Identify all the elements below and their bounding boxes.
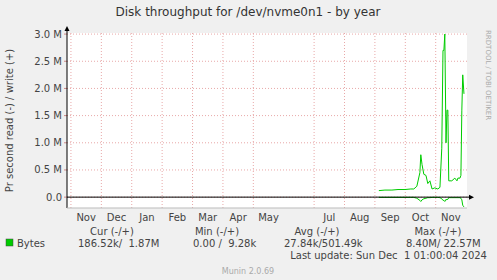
legend-header: Avg (-/+) [295,226,340,237]
plot-frame [67,208,467,209]
x-tick-label: Aug [350,212,370,223]
background [0,0,497,280]
grid-line [253,33,254,208]
last-update: Last update: Sun Dec 1 01:00:04 2024 [290,250,487,261]
legend-value: 186.52k/ 1.87M [78,238,159,249]
x-tick-label: Nov [76,212,96,223]
legend-header: Min (-/+) [195,226,239,237]
title: Disk throughput for /dev/nvme0n1 - by ye… [116,5,381,19]
grid-line [314,33,315,208]
grid-line [435,33,436,208]
grid-line [222,33,223,208]
watermark: RRDTOOL / TOBI OETIKER [484,30,492,120]
chart: Disk throughput for /dev/nvme0n1 - by ye… [0,0,497,280]
y-tick-label: 2.5 M [34,56,62,67]
y-axis [67,29,68,208]
x-tick-label: Apr [229,212,247,223]
grid-line [67,61,467,62]
grid-line [67,169,467,170]
grid-line [162,33,163,208]
legend-swatch [6,239,13,246]
x-tick-label: Sep [381,212,400,223]
series-line [379,197,464,207]
data-group [379,34,464,207]
x-tick-label: Feb [168,212,186,223]
y-tick-label: 0.5 M [34,164,62,175]
x-tick-label: Nov [441,212,461,223]
grid-line [344,33,345,208]
grid-line [70,33,71,208]
x-tick-label: Jul [322,212,335,223]
x-tick-label: Mar [198,212,218,223]
zero-axis [67,197,471,198]
legend-value: 0.00 / 9.28k [193,238,256,249]
y-tick-label: 3.0 M [34,29,62,40]
y-axis-label: Pr second read (-) / write (+) [4,49,15,192]
axis-arrow [65,26,70,31]
x-tick-label: Oct [412,212,429,223]
legend-header: Cur (-/+) [90,226,134,237]
y-tick-label: 2.0 M [34,83,62,94]
grid-line [192,33,193,208]
y-tick-label: 0.0 [46,192,62,203]
grid-line [131,33,132,208]
x-tick-label: Dec [107,212,126,223]
x-tick-label: May [258,212,279,223]
plot-area [67,33,467,208]
legend-value: 27.84k/501.49k [284,238,363,249]
grid-line [67,88,467,89]
y-tick-label: 1.5 M [34,110,62,121]
legend-value: 8.40M/ 22.57M [406,238,481,249]
grid-line [67,142,467,143]
grid-line [405,33,406,208]
legend-label: Bytes [17,238,45,249]
footer: Munin 2.0.69 [222,267,274,276]
y-tick-label: 1.0 M [34,137,62,148]
grid-line [67,115,467,116]
grid-line [67,34,467,35]
axis-arrow [469,195,474,200]
grid-line [101,33,102,208]
series-line [379,34,464,191]
legend-header: Max (-/+) [414,226,461,237]
x-tick-label: Jan [138,212,154,223]
grid-line [374,33,375,208]
